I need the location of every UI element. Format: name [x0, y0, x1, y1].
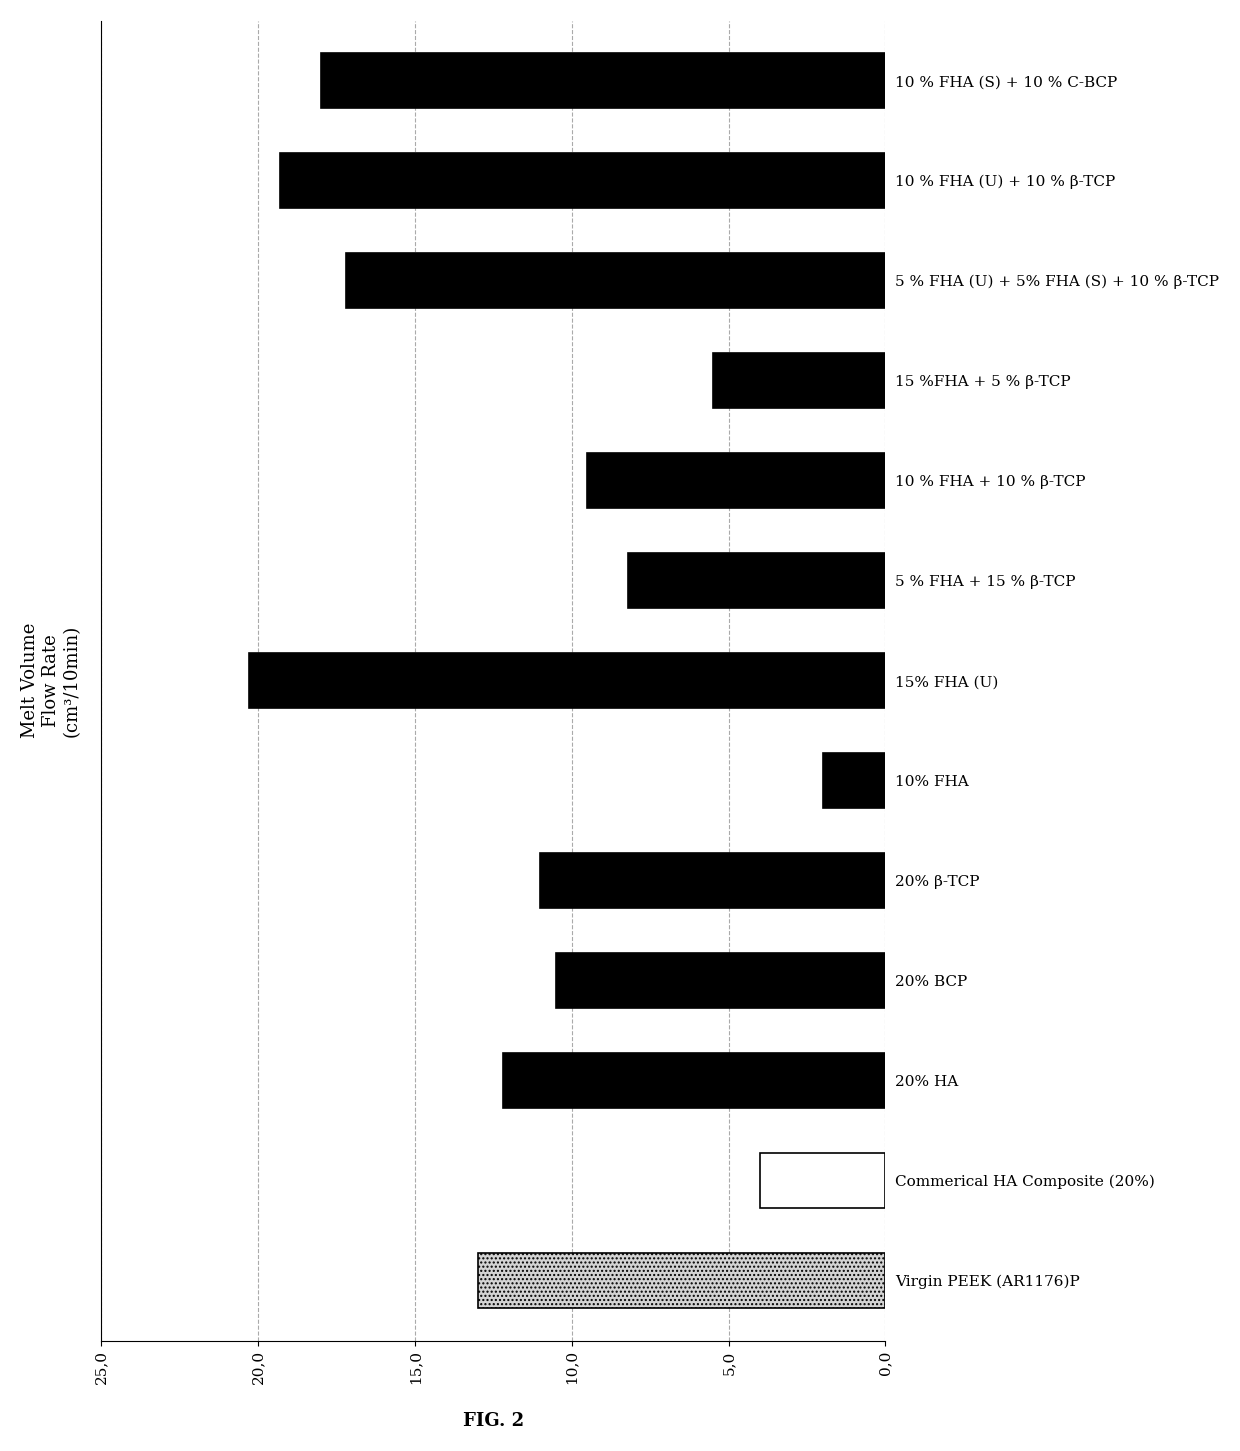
Bar: [249, 653, 885, 708]
Bar: [346, 254, 885, 308]
Bar: [280, 154, 885, 209]
X-axis label: FIG. 2: FIG. 2: [463, 1412, 525, 1431]
Y-axis label: Melt Volume
Flow Rate
(cm³/10min): Melt Volume Flow Rate (cm³/10min): [21, 622, 81, 739]
Bar: [502, 1053, 885, 1109]
Bar: [477, 1254, 885, 1307]
Bar: [556, 953, 885, 1008]
Bar: [321, 54, 885, 109]
Bar: [541, 853, 885, 908]
Bar: [713, 353, 885, 408]
Bar: [588, 453, 885, 508]
Bar: [760, 1154, 885, 1209]
Bar: [629, 553, 885, 608]
Bar: [822, 753, 885, 808]
